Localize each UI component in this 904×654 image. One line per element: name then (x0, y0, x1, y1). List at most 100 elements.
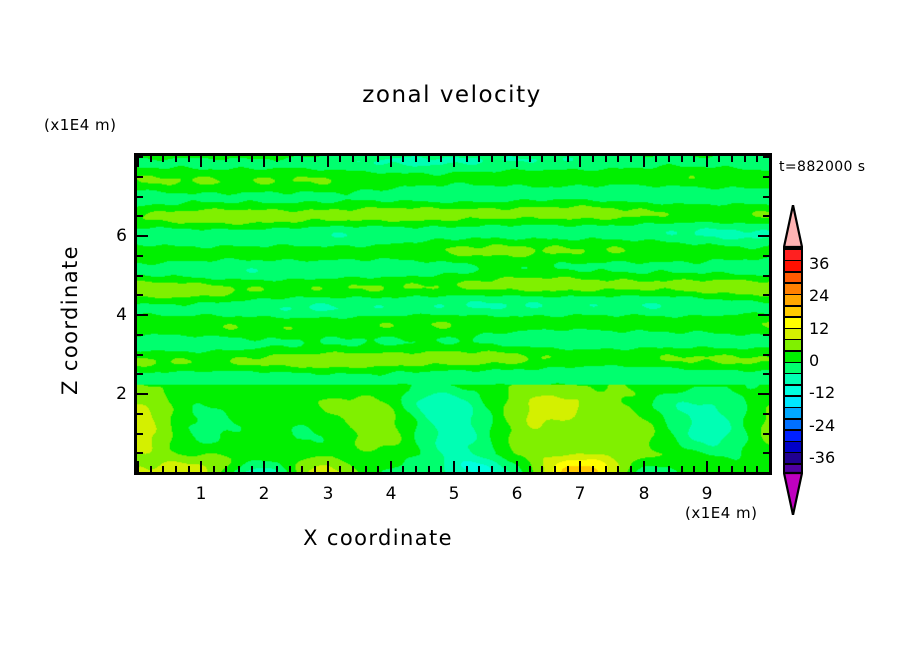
x-minor-tick (630, 156, 632, 162)
x-minor-tick (162, 466, 164, 472)
colorbar-tick-label: -24 (809, 415, 836, 435)
x-minor-tick (162, 156, 164, 162)
x-minor-tick (289, 466, 291, 472)
x-tick-label: 1 (195, 484, 207, 504)
x-major-tick (453, 156, 455, 167)
x-minor-tick (529, 466, 531, 472)
x-minor-tick (314, 156, 316, 162)
y-minor-tick (137, 354, 143, 356)
y-minor-tick (137, 294, 143, 296)
y-minor-tick (763, 354, 769, 356)
colorbar-segment (785, 282, 801, 295)
y-minor-tick (137, 373, 143, 375)
colorbar-segment (785, 441, 801, 453)
x-major-tick (327, 461, 329, 472)
x-minor-tick (731, 466, 733, 472)
x-minor-tick (276, 156, 278, 162)
x-minor-tick (188, 156, 190, 162)
y-minor-tick (137, 433, 143, 435)
y-tick-label: 2 (116, 384, 127, 404)
y-minor-tick (763, 215, 769, 217)
y-major-tick (137, 314, 148, 316)
x-minor-tick (541, 156, 543, 162)
x-minor-tick (504, 466, 506, 472)
x-major-tick (769, 461, 771, 472)
x-minor-tick (744, 156, 746, 162)
page-title: zonal velocity (362, 82, 542, 108)
x-minor-tick (150, 466, 152, 472)
colorbar-over-arrow-icon (782, 204, 804, 249)
x-minor-tick (339, 156, 341, 162)
x-minor-tick (440, 156, 442, 162)
x-minor-tick (238, 156, 240, 162)
x-minor-tick (655, 466, 657, 472)
x-minor-tick (301, 156, 303, 162)
x-minor-tick (238, 466, 240, 472)
y-major-tick (758, 235, 769, 237)
x-minor-tick (466, 156, 468, 162)
x-minor-tick (251, 466, 253, 472)
y-tick-label: 4 (116, 305, 127, 325)
y-minor-tick (137, 472, 143, 474)
x-minor-tick (567, 156, 569, 162)
colorbar-segment (785, 294, 801, 307)
x-minor-tick (402, 156, 404, 162)
x-minor-tick (251, 156, 253, 162)
x-minor-tick (491, 156, 493, 162)
colorbar-segment (785, 260, 801, 273)
x-minor-tick (554, 156, 556, 162)
x-minor-tick (339, 466, 341, 472)
x-major-tick (579, 156, 581, 167)
x-minor-tick (276, 466, 278, 472)
x-major-tick (390, 461, 392, 472)
x-minor-tick (415, 466, 417, 472)
x-major-tick (516, 156, 518, 167)
x-minor-tick (718, 466, 720, 472)
y-major-tick (137, 393, 148, 395)
y-minor-tick (137, 176, 143, 178)
time-annotation: t=882000 s (779, 159, 866, 175)
x-minor-tick (617, 466, 619, 472)
colorbar-segment (785, 339, 801, 352)
colorbar-tick-label: 0 (809, 351, 820, 370)
y-minor-tick (763, 334, 769, 336)
x-minor-tick (175, 466, 177, 472)
y-minor-tick (137, 413, 143, 415)
y-minor-tick (763, 196, 769, 198)
x-minor-tick (352, 466, 354, 472)
x-minor-tick (592, 156, 594, 162)
x-minor-tick (756, 466, 758, 472)
x-minor-tick (504, 156, 506, 162)
x-tick-label: 4 (385, 484, 397, 504)
y-major-tick (758, 314, 769, 316)
y-axis-units-label: (x1E4 m) (44, 116, 117, 134)
x-major-tick (643, 461, 645, 472)
colorbar-segment (785, 452, 801, 465)
x-minor-tick (541, 466, 543, 472)
y-minor-tick (763, 294, 769, 296)
x-minor-tick (693, 156, 695, 162)
colorbar-segment (785, 373, 801, 386)
y-minor-tick (137, 334, 143, 336)
x-minor-tick (605, 156, 607, 162)
x-minor-tick (668, 156, 670, 162)
x-minor-tick (402, 466, 404, 472)
x-minor-tick (428, 156, 430, 162)
colorbar-segment (785, 418, 801, 431)
y-minor-tick (763, 373, 769, 375)
y-minor-tick (137, 215, 143, 217)
colorbar-segment (785, 407, 801, 420)
x-major-tick (137, 156, 139, 167)
colorbar-segment (785, 395, 801, 408)
colorbar-segment (785, 316, 801, 329)
x-minor-tick (605, 466, 607, 472)
x-minor-tick (289, 156, 291, 162)
x-major-tick (200, 461, 202, 472)
y-minor-tick (137, 452, 143, 454)
y-minor-tick (137, 156, 143, 158)
x-tick-label: 8 (638, 484, 650, 504)
y-tick-label: 6 (116, 226, 127, 246)
x-major-tick (137, 461, 139, 472)
y-major-tick (758, 393, 769, 395)
x-axis-units-label: (x1E4 m) (685, 504, 758, 522)
